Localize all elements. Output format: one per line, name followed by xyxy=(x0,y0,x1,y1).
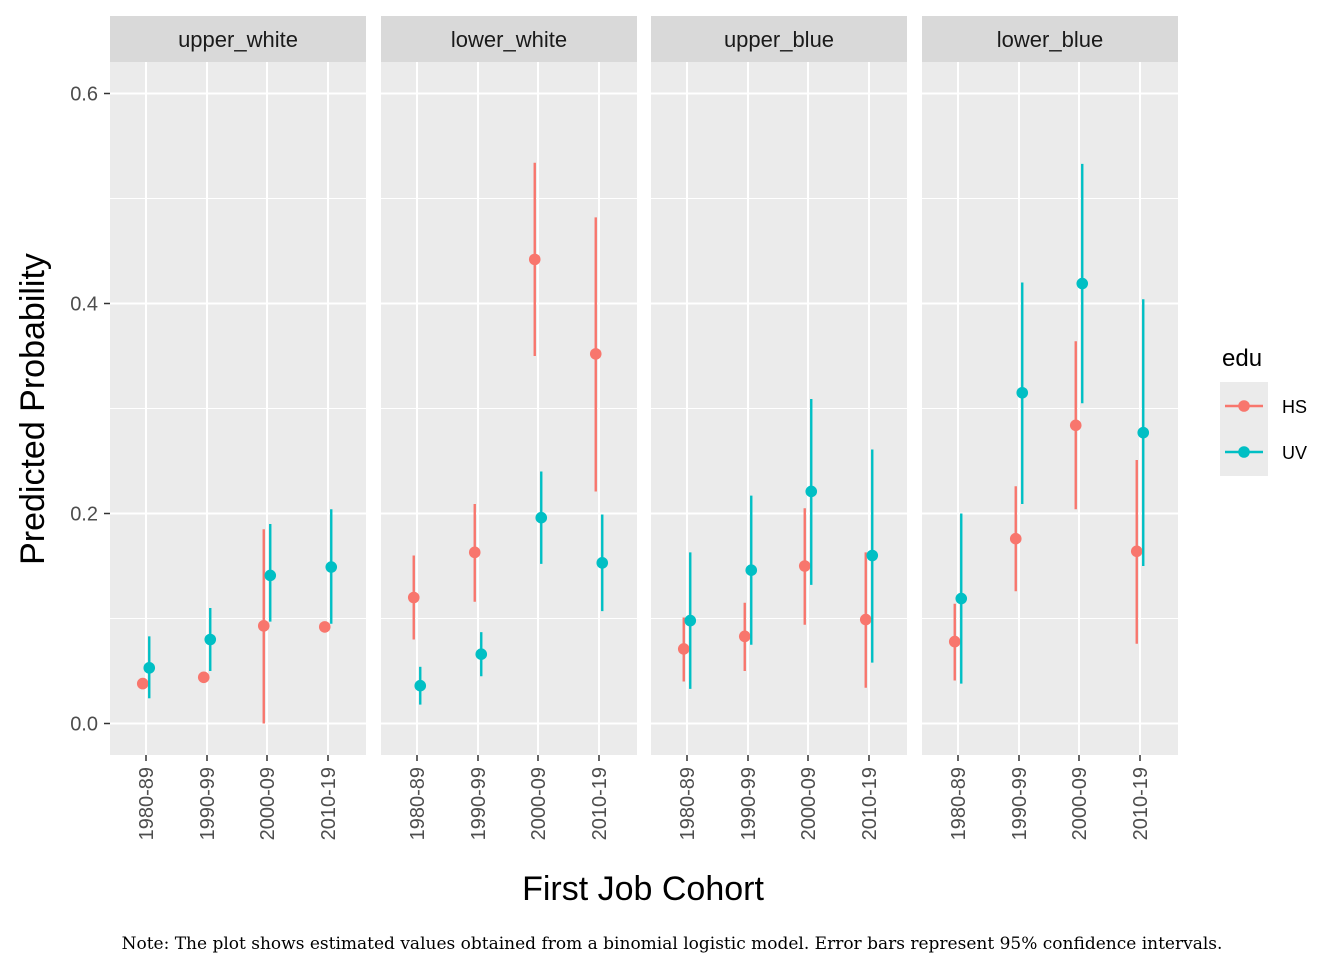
x-tick-label: 2000-09 xyxy=(1069,767,1091,840)
point-hs xyxy=(528,253,541,266)
facet-strip xyxy=(110,16,366,62)
point-hs xyxy=(1069,419,1082,432)
facet-strip-label: upper_blue xyxy=(724,27,834,52)
point-hs xyxy=(407,591,420,604)
x-tick-label: 1990-99 xyxy=(1009,767,1031,840)
point-uv xyxy=(1016,386,1029,399)
point-uv xyxy=(414,679,427,692)
x-tick-label: 2000-09 xyxy=(798,767,820,840)
facet-lower_white: lower_white 1980-89 1990-99 2000-09 2010-19 xyxy=(381,16,637,840)
facet-strip-label: upper_white xyxy=(178,27,298,52)
x-axis-title: First Job Cohort xyxy=(522,870,764,908)
point-hs xyxy=(859,613,872,626)
facet-strip-label: lower_white xyxy=(451,27,567,52)
point-hs xyxy=(948,635,961,648)
y-tick-label: 0.4 xyxy=(70,294,98,316)
point-uv xyxy=(955,592,968,605)
y-axis: 0.0 0.2 0.4 0.6 xyxy=(70,84,110,736)
legend-label-uv: UV xyxy=(1282,443,1307,463)
x-tick-label: 1980-89 xyxy=(677,767,699,840)
facet-lower_blue: lower_blue 1980-89 1990-99 2000-09 2010-19 xyxy=(922,16,1178,840)
legend: edu HS UV xyxy=(1220,345,1307,476)
chart-note: Note: The plot shows estimated values ob… xyxy=(122,934,1223,954)
point-hs xyxy=(677,643,690,655)
point-hs xyxy=(1130,545,1143,558)
x-tick-label: 2010-19 xyxy=(1130,767,1152,840)
point-hs xyxy=(257,620,270,632)
point-hs xyxy=(318,621,331,633)
point-uv xyxy=(325,561,338,573)
facet-strip xyxy=(922,16,1178,62)
x-tick-label: 2010-19 xyxy=(318,767,340,840)
point-uv xyxy=(1137,426,1150,439)
legend-keys: HS UV xyxy=(1225,397,1307,463)
point-uv xyxy=(596,557,609,569)
point-uv xyxy=(866,549,879,562)
x-tick-label: 1980-89 xyxy=(407,767,429,840)
point-uv xyxy=(143,662,156,674)
point-hs xyxy=(589,348,602,360)
x-tick-label: 1980-89 xyxy=(948,767,970,840)
point-uv xyxy=(264,569,277,582)
point-hs xyxy=(197,671,210,684)
point-uv xyxy=(805,485,818,498)
y-tick-label: 0.6 xyxy=(70,84,98,106)
y-tick-label: 0.2 xyxy=(70,504,98,526)
point-uv xyxy=(1076,277,1089,290)
point-uv xyxy=(535,511,548,524)
x-tick-label: 2010-19 xyxy=(859,767,881,840)
facet-upper_blue: upper_blue 1980-89 1990-99 2000-09 2010-19 xyxy=(651,16,907,840)
facet-strip xyxy=(381,16,637,62)
facet-strip xyxy=(651,16,907,62)
x-tick-label: 1980-89 xyxy=(136,767,158,840)
y-axis-title: Predicted Probability xyxy=(14,253,52,565)
legend-label-hs: HS xyxy=(1282,397,1307,417)
x-tick-label: 1990-99 xyxy=(468,767,490,840)
point-uv xyxy=(204,633,217,646)
x-tick-label: 2000-09 xyxy=(528,767,550,840)
x-tick-label: 2000-09 xyxy=(257,767,279,840)
facet-upper_white: upper_white 1980-89 1990-99 2000-09 2010-19 xyxy=(110,16,366,840)
legend-title: edu xyxy=(1222,345,1262,372)
y-tick-label: 0.0 xyxy=(70,714,98,736)
legend-key-background xyxy=(1220,382,1268,476)
legend-point-hs xyxy=(1238,400,1250,412)
x-tick-label: 1990-99 xyxy=(197,767,219,840)
point-hs xyxy=(738,630,751,643)
point-hs xyxy=(1009,532,1022,545)
point-hs xyxy=(468,546,481,559)
point-uv xyxy=(745,564,758,576)
x-tick-label: 2010-19 xyxy=(589,767,611,840)
point-uv xyxy=(475,648,488,660)
facet-strip-label: lower_blue xyxy=(997,27,1103,52)
legend-point-uv xyxy=(1238,446,1250,458)
point-hs xyxy=(136,677,149,690)
point-hs xyxy=(798,560,811,572)
point-uv xyxy=(684,614,697,627)
x-tick-label: 1990-99 xyxy=(738,767,760,840)
